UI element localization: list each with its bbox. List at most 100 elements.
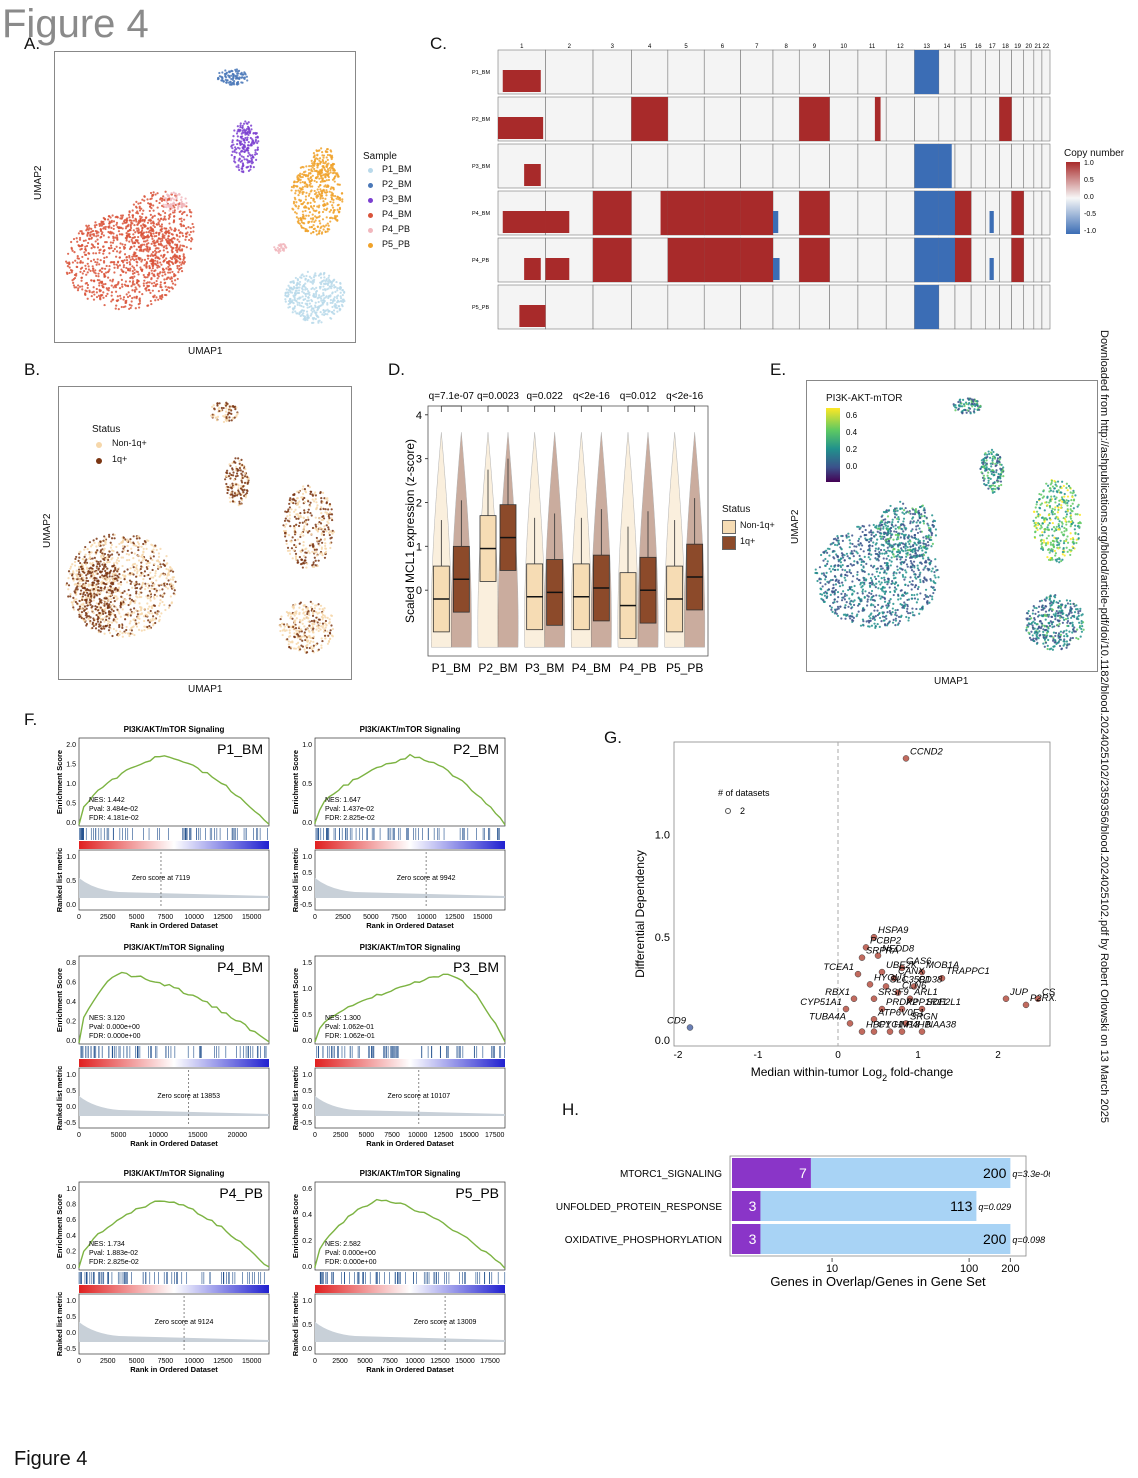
rl-tick-2-1: 0.5 (66, 1088, 76, 1095)
x-label-3: Rank in Ordered Dataset (366, 1139, 454, 1148)
es-curve-3 (314, 973, 506, 1043)
figure-title: Figure 4 (2, 2, 149, 46)
barcode-2 (80, 1046, 267, 1058)
nes-1: NES: 1.647 (325, 797, 361, 804)
gene-label-canx: CANX (898, 966, 925, 977)
x-tick-0-7500: 7500 (158, 914, 174, 921)
zero-label-0: Zero score at 7119 (132, 875, 190, 882)
x-tick-5-7500: 7500 (382, 1358, 398, 1365)
gene-label-pcbp2: PCBP2 (870, 935, 902, 946)
fdr-5: FDR: 0.000e+00 (325, 1259, 377, 1266)
copy-number-gradient (1066, 162, 1080, 234)
rl-tick-2-2: 0.0 (66, 1104, 76, 1111)
chrom-label-17: 17 (989, 44, 996, 50)
es-curve-4 (78, 1200, 270, 1268)
x-tick-5-15000: 15000 (455, 1358, 475, 1365)
ytick-label-4: 4 (416, 410, 422, 422)
cell-p5-pb-chr7 (740, 284, 774, 330)
xtick-label-p5-pb: P5_PB (666, 661, 703, 675)
gsea-title-2: PI3K/AKT/mTOR Signaling (124, 943, 225, 952)
x-tick-3-12500: 12500 (434, 1132, 454, 1139)
panel-e-legend-title: PI3K-AKT-mTOR (826, 393, 903, 404)
point-srpra (858, 954, 866, 961)
es-curve-0 (78, 755, 270, 825)
point-tuba4a (846, 1020, 854, 1027)
pval-2: Pval: 0.000e+00 (89, 1024, 140, 1031)
legend-label-p4-bm: P4_BM (382, 209, 412, 219)
cell-p3-bm-chr10 (829, 143, 859, 189)
chrom-label-20: 20 (1025, 44, 1032, 50)
cnv-loss-p1-bm-chr13 (914, 50, 939, 94)
rl-tick-1-1: 0.5 (302, 870, 312, 877)
es-frame-2 (78, 955, 270, 1045)
cnv-gain-p4-bm-chr5 (667, 191, 705, 235)
cell-p2-bm-chr17 (984, 96, 1000, 142)
h-set-value-2: 200 (983, 1231, 1007, 1247)
chrom-label-14: 14 (944, 44, 951, 50)
cnv-loss-p5-pb-chr13 (914, 285, 939, 329)
cell-p1-bm-chr11 (857, 49, 887, 95)
point-trappc1 (938, 974, 946, 982)
h-set-bar-1 (732, 1191, 977, 1221)
cell-p3-bm-chr18 (999, 143, 1012, 189)
h-category-oxidative_phosphorylation: OXIDATIVE_PHOSPHORYLATION (565, 1235, 722, 1246)
panel-c-letter: C. (430, 34, 447, 53)
point-hbp1 (858, 1028, 866, 1035)
gene-label-p2rx1: P2RX1 (1030, 993, 1056, 1004)
gene-label-ppp1r11: PPP1R11 (906, 997, 947, 1008)
rank-gradient-3 (315, 1059, 505, 1067)
rl-area-0 (79, 878, 269, 898)
cell-p3-bm-chr4 (631, 143, 669, 189)
point-nedd8 (874, 952, 882, 959)
es-tick-0-0: 2.0 (66, 742, 76, 749)
rank-gradient-4 (79, 1285, 269, 1293)
cell-p1-bm-chr3 (592, 49, 632, 95)
cnv-gain-p2-bm-chr4 (631, 97, 668, 141)
cell-p3-bm-chr16 (970, 143, 986, 189)
h-overlap-value-0: 7 (799, 1165, 807, 1181)
es-tick-2-1: 0.6 (66, 980, 76, 987)
cell-p1-bm-chr18 (999, 49, 1012, 95)
ytick-label-3: 3 (416, 454, 422, 466)
gene-label-srpra: SRPRA (866, 946, 899, 957)
x-tick-4-7500: 7500 (158, 1358, 174, 1365)
cluster-b-left (74, 551, 124, 633)
cell-p3-bm-chr3 (592, 143, 632, 189)
cnv-loss-p4-bm-chr17 (989, 211, 994, 233)
cnv-loss-p3-bm-chr14 (938, 144, 952, 188)
rl-tick-4-0: 1.0 (66, 1298, 76, 1305)
es-tick-5-3: 0.0 (302, 1264, 312, 1271)
point-tcea1 (854, 970, 862, 978)
cell-p4-pb-chr10 (829, 237, 859, 283)
point-ube2k (878, 968, 886, 976)
legend-label-p1-bm: P1_BM (382, 164, 412, 174)
nes-2: NES: 3.120 (89, 1015, 125, 1022)
gsea-sample-3: P3_BM (453, 959, 499, 975)
point-gas6 (898, 964, 906, 972)
point-srgn (902, 1020, 910, 1027)
rl-tick-5-2: 0.0 (302, 1346, 312, 1353)
panel-g-letter: G. (604, 728, 622, 747)
cnv-gain-p3-bm-chr1 (524, 164, 541, 186)
h-overlap-bar-0 (732, 1158, 811, 1188)
x-tick-1-10000: 10000 (417, 914, 437, 921)
cell-p5-pb-chr12 (885, 284, 915, 330)
panel-a-umap (54, 51, 356, 343)
es-frame-5 (314, 1181, 506, 1271)
gene-label-hspa9: HSPA9 (878, 925, 909, 936)
fdr-2: FDR: 0.000e+00 (89, 1033, 141, 1040)
rl-area-3 (315, 1096, 505, 1116)
row-label-p1-bm: P1_BM (472, 70, 490, 76)
cnv-gain-p4-bm-chr4 (660, 191, 668, 235)
ytick-label-2: 2 (416, 497, 422, 509)
h-overlap-bar-2 (732, 1224, 761, 1254)
gsea-sample-2: P4_BM (217, 959, 263, 975)
pi3k-tick-2: 0.2 (846, 445, 858, 454)
cnv-gain-p4-bm-chr19 (1011, 191, 1024, 235)
cluster-p2-bm (216, 68, 249, 86)
es-tick-1-1: 0.5 (302, 781, 312, 788)
cell-p5-pb-chr3 (592, 284, 632, 330)
cell-p2-bm-chr8 (772, 96, 800, 142)
gsea-sample-0: P1_BM (217, 741, 263, 757)
rl-tick-4-1: 0.5 (66, 1314, 76, 1321)
